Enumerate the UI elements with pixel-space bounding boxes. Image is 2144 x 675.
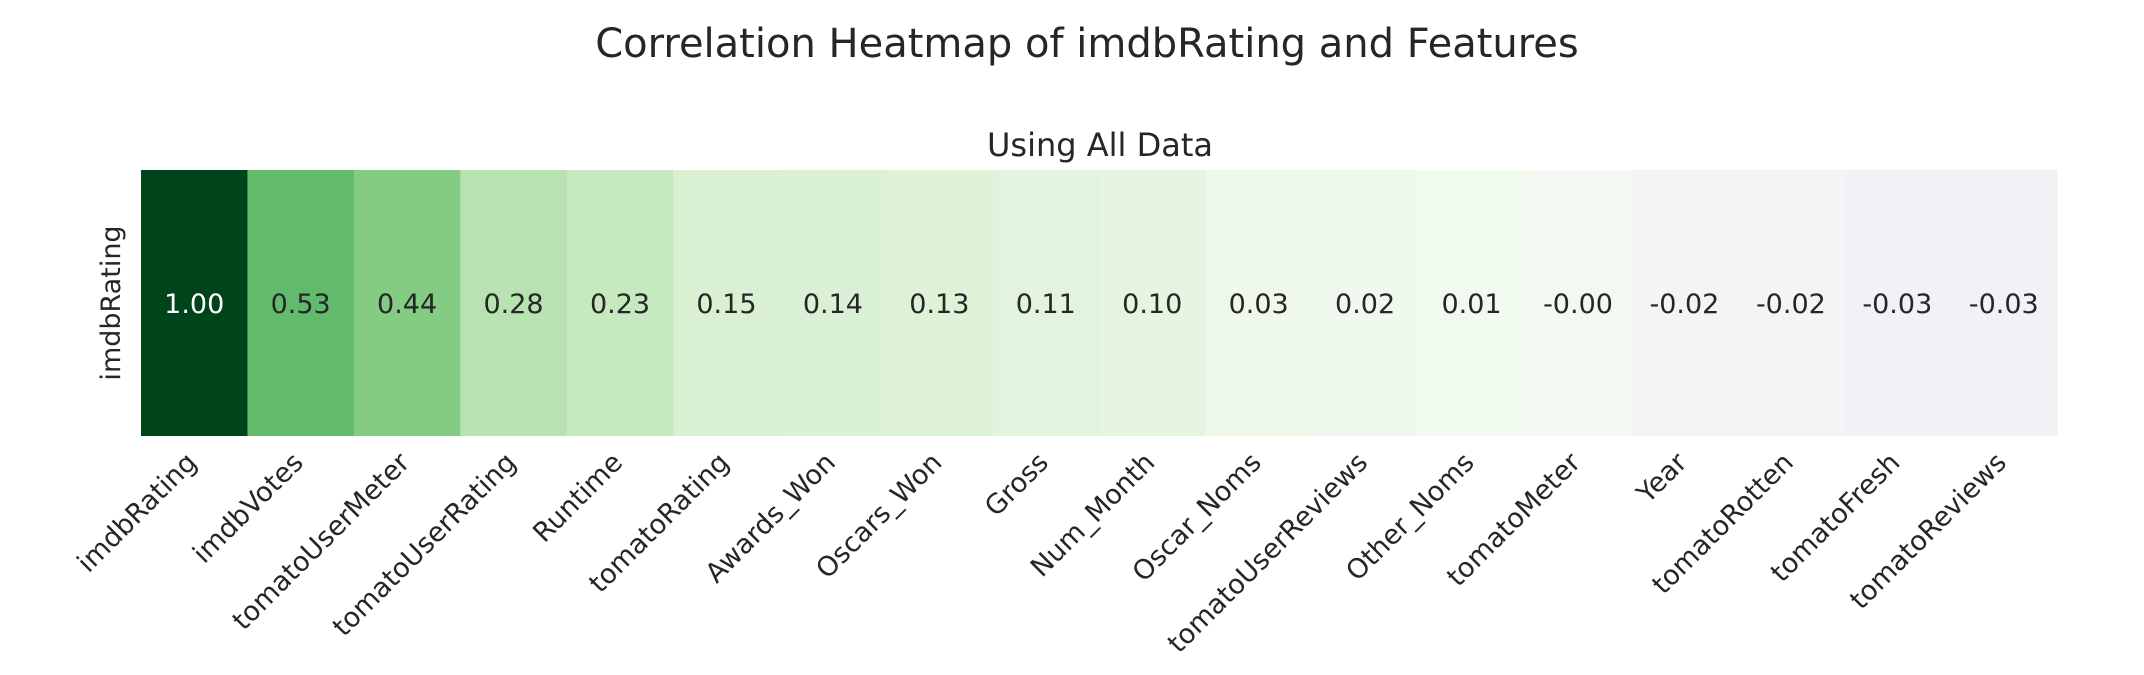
chart-title: Correlation Heatmap of imdbRating and Fe… [595,21,1579,67]
column-label: tomatoUserMeter [227,446,417,636]
heatmap-cell [1737,170,1845,436]
heatmap-cell [886,170,994,436]
heatmap-cell [1418,170,1526,436]
heatmap-cell-value: 0.01 [1441,289,1501,320]
heatmap-cell-value: -0.03 [1862,289,1932,320]
heatmap-cell [141,170,249,436]
heatmap-cell [247,170,355,436]
heatmap-cell-value: -0.03 [1969,289,2039,320]
heatmap-cell-value: 0.14 [803,289,863,320]
heatmap-cell [1631,170,1739,436]
heatmap-cell [673,170,781,436]
heatmap-cell-value: 0.23 [590,289,650,320]
column-label: tomatoUserRating [327,447,523,643]
heatmap-cell [566,170,674,436]
heatmap-cell [1524,170,1632,436]
heatmap-cell [992,170,1100,436]
chart-subtitle: Using All Data [987,126,1213,164]
heatmap-cell-value: 0.11 [1016,289,1076,320]
heatmap-cell-value: 0.53 [271,289,331,320]
heatmap-cell [1311,170,1419,436]
heatmap-cell-value: 0.44 [377,289,437,320]
row-labels: imdbRating [96,225,127,380]
heatmap-cell-value: 1.00 [164,289,224,320]
heatmap-cell [460,170,568,436]
heatmap-cell [779,170,887,436]
heatmap-cell-value: -0.00 [1543,289,1613,320]
heatmap-cells [141,170,2058,436]
heatmap-cell-value: 0.03 [1229,289,1289,320]
heatmap-cell [1205,170,1313,436]
column-label: Runtime [527,447,629,549]
heatmap-cell-value: 0.13 [909,289,969,320]
heatmap-cell [1844,170,1952,436]
row-label: imdbRating [96,225,127,380]
heatmap-cell-value: 0.15 [696,289,756,320]
heatmap-cell-value: -0.02 [1650,289,1720,320]
heatmap-cell-value: -0.02 [1756,289,1826,320]
column-label: Gross [979,447,1055,523]
column-label: tomatoUserReviews [1162,447,1374,659]
heatmap-cell-values: 1.00 0.53 0.44 0.28 0.23 0.15 0.14 0.13 0.11 0.10… [164,289,2039,320]
heatmap-cell [1099,170,1207,436]
heatmap-cell [353,170,461,436]
heatmap-cell-value: 0.02 [1335,289,1395,320]
column-label: Year [1630,446,1694,510]
heatmap-cell-value: 0.10 [1122,289,1182,320]
heatmap-cell-value: 0.28 [483,289,543,320]
heatmap-cell [1950,170,2058,436]
column-label: imdbRating [72,447,204,579]
column-labels: imdbRatingimdbVotestomatoUserMetertomato… [72,446,2013,659]
